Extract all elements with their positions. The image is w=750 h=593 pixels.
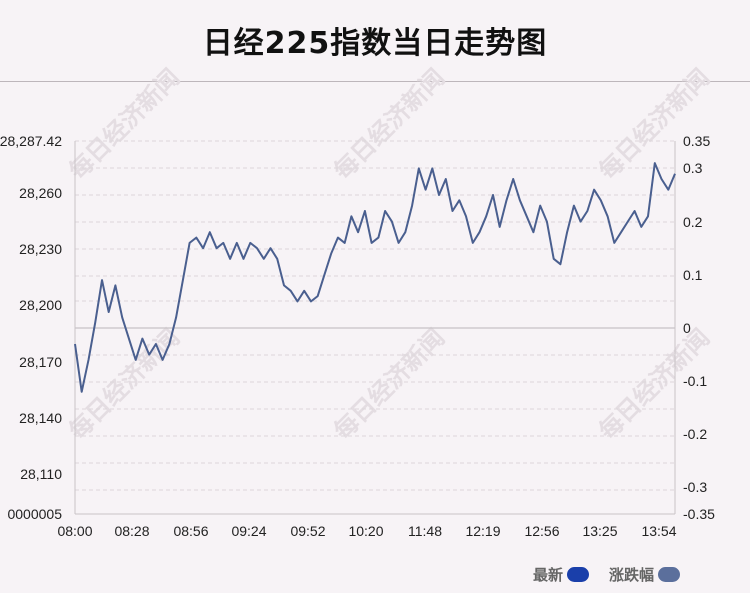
y-right-tick-label: -0.2 (683, 426, 707, 442)
y-right-tick-label: 0.3 (683, 160, 703, 176)
y-right-tick-label: 0 (683, 320, 691, 336)
y-left-tick-label: 28,110 (20, 466, 62, 482)
y-left-tick-label: 28,170 (19, 354, 62, 370)
legend-label-latest: 最新 (533, 565, 564, 584)
y-right-tick-label: -0.35 (683, 506, 715, 522)
y-left-tick-label: 28,230 (19, 241, 62, 257)
x-tick-label: 12:56 (524, 523, 559, 539)
y-right-tick-label: 0.2 (683, 214, 703, 230)
x-tick-label: 13:25 (582, 523, 617, 539)
y-right-tick-label: 0.35 (683, 133, 710, 149)
watermark-text: 每日经济新闻 (64, 64, 186, 186)
x-tick-label: 11:48 (408, 523, 442, 539)
title-divider (0, 81, 750, 82)
legend-item-latest[interactable]: 最新 (533, 563, 590, 585)
x-tick-label: 10:20 (348, 523, 383, 539)
legend-swatch-change (658, 566, 681, 582)
legend-swatch-latest (567, 566, 590, 582)
y-left-tick-label: 28,260 (19, 185, 62, 201)
x-tick-label: 08:00 (57, 523, 92, 539)
x-tick-label: 09:52 (290, 523, 325, 539)
watermark-text: 每日经济新闻 (64, 324, 186, 446)
y-left-tick-label: 28,140 (19, 410, 62, 426)
x-tick-label: 08:56 (173, 523, 208, 539)
x-tick-label: 09:24 (231, 523, 266, 539)
x-tick-label: 12:19 (465, 523, 500, 539)
chart-title: 日经225指数当日走势图 (202, 26, 548, 61)
legend-item-change[interactable]: 涨跌幅 (609, 563, 681, 585)
series-line-change (74, 162, 676, 393)
y-right-tick-label: 0.1 (683, 267, 703, 283)
watermark-text: 每日经济新闻 (329, 64, 451, 186)
y-right-tick-label: -0.3 (683, 479, 707, 495)
y-right-tick-label: -0.1 (683, 373, 707, 389)
watermark-text: 每日经济新闻 (329, 324, 451, 446)
legend-label-change: 涨跌幅 (609, 565, 655, 584)
y-left-tick-label: 28,287.42 (0, 133, 62, 149)
x-tick-label: 08:28 (114, 523, 149, 539)
y-left-tick-label: 0000005 (7, 506, 62, 522)
y-left-tick-label: 28,200 (19, 297, 62, 313)
x-tick-label: 13:54 (641, 523, 676, 539)
